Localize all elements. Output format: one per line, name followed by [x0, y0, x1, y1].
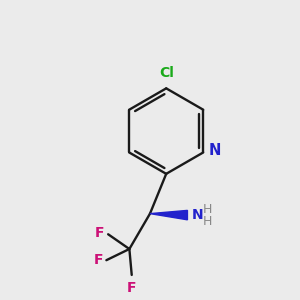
Text: F: F [127, 281, 136, 296]
Text: H: H [203, 215, 212, 228]
Text: F: F [94, 253, 104, 267]
Text: N: N [208, 143, 221, 158]
Text: F: F [95, 226, 105, 240]
Polygon shape [150, 210, 188, 220]
Text: H: H [203, 203, 212, 216]
Text: N: N [191, 208, 203, 221]
Text: Cl: Cl [159, 66, 174, 80]
